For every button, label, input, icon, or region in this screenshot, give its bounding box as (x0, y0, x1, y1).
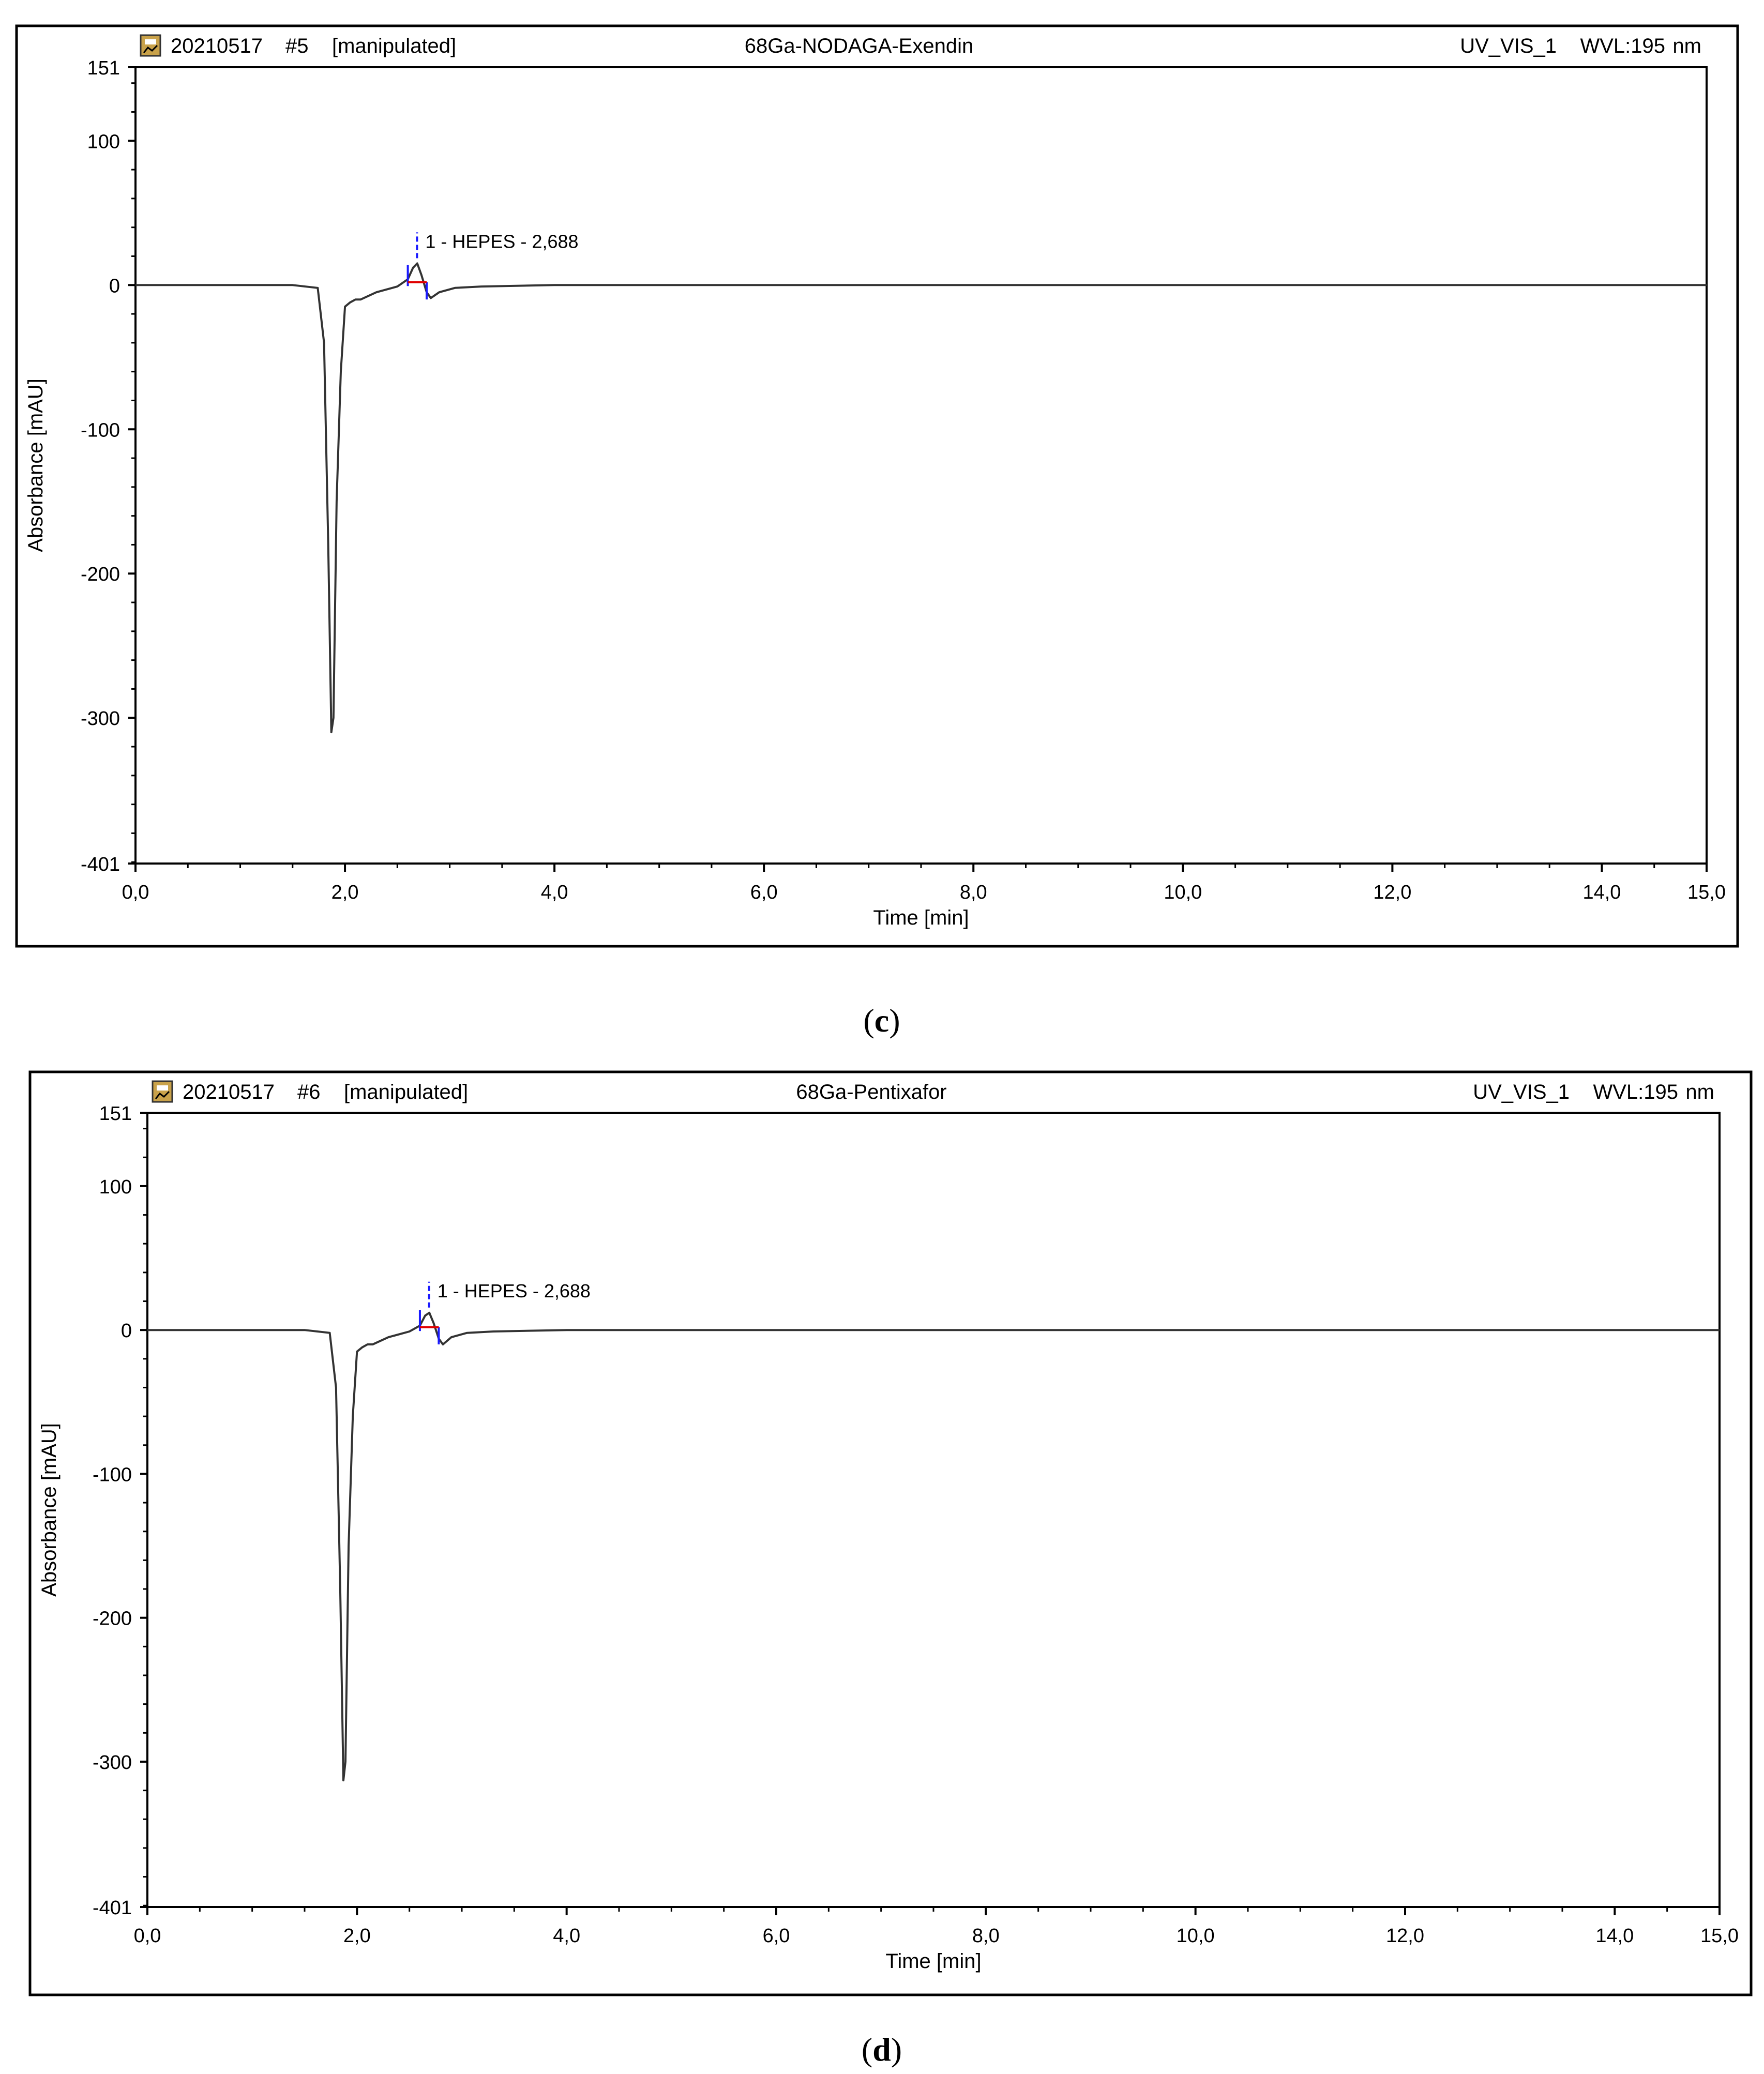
caption-letter: c (875, 1002, 889, 1039)
chart-panel-c: 20210517 #5 [manipulated] 68Ga-NODAGA-Exend… (15, 24, 1739, 1039)
y-tick-label: 100 (99, 1176, 132, 1198)
header-channel: UV_VIS_1 (1460, 35, 1557, 57)
x-axis-label: Time [min] (885, 1950, 981, 1973)
header-sample-no: #5 (285, 35, 309, 57)
x-tick-label: 0,0 (134, 1925, 161, 1947)
x-tick-label: 4,0 (541, 882, 568, 903)
x-tick-label: 6,0 (750, 882, 778, 903)
x-tick-label: 6,0 (763, 1925, 790, 1947)
x-tick-label: 2,0 (331, 882, 359, 903)
icon-label-strip (157, 1085, 168, 1091)
y-tick-label: -401 (81, 854, 120, 875)
x-axis-label: Time [min] (873, 906, 969, 929)
x-tick-label: 2,0 (343, 1925, 371, 1947)
header-wavelength: WVL:195 (1593, 1081, 1678, 1103)
x-tick-label: 4,0 (553, 1925, 580, 1947)
y-tick-label: 0 (109, 275, 120, 297)
caption-close-paren: ) (889, 1002, 900, 1039)
peak-label: 1 - HEPES - 2,688 (438, 1280, 591, 1301)
y-axis-label: Absorbance [mAU] (38, 1423, 61, 1597)
y-tick-label: -300 (93, 1752, 132, 1774)
y-tick-label: 151 (87, 57, 120, 79)
plot-area (134, 66, 1708, 865)
icon-trace (143, 44, 158, 53)
y-tick-label: 100 (87, 131, 120, 153)
header-wavelength-unit: nm (1672, 35, 1701, 57)
series-line (147, 1311, 1720, 1782)
y-axis-label: Absorbance [mAU] (24, 379, 47, 552)
y-tick-label: -300 (81, 708, 120, 730)
y-tick-label: 151 (99, 1103, 132, 1125)
header-status: [manipulated] (344, 1081, 468, 1103)
panel-frame (28, 1070, 1753, 1996)
header-status: [manipulated] (332, 35, 456, 57)
x-tick-label: 14,0 (1582, 882, 1621, 903)
x-tick-label: 15,0 (1687, 882, 1726, 903)
panel-caption: (c) (863, 1002, 900, 1039)
x-tick-label: 15,0 (1700, 1925, 1739, 1947)
x-tick-label: 10,0 (1164, 882, 1202, 903)
icon-body (140, 34, 161, 57)
y-tick-label: -200 (93, 1608, 132, 1630)
header-sample-no: #6 (297, 1081, 321, 1103)
chromatogram-file-icon (152, 1080, 173, 1103)
header-title: 68Ga-NODAGA-Exendin (745, 35, 973, 57)
y-tick-label: -100 (81, 419, 120, 441)
header-channel: UV_VIS_1 (1473, 1081, 1570, 1103)
y-tick-label: -401 (93, 1897, 132, 1919)
header-run-id: 20210517 (171, 35, 263, 57)
series-line (135, 262, 1707, 734)
icon-trace (155, 1091, 170, 1099)
icon-label-strip (145, 39, 156, 44)
x-tick-label: 12,0 (1386, 1925, 1424, 1947)
header-title: 68Ga-Pentixafor (796, 1081, 946, 1103)
caption-open-paren: ( (863, 1002, 874, 1039)
x-tick-label: 0,0 (122, 882, 149, 903)
chromatogram-file-icon (140, 34, 161, 57)
plot-area (146, 1112, 1721, 1908)
panel-caption: (d) (862, 2031, 902, 2068)
header-wavelength-unit: nm (1685, 1081, 1714, 1103)
x-tick-label: 8,0 (972, 1925, 1000, 1947)
y-tick-label: -100 (93, 1464, 132, 1486)
y-tick-label: -200 (81, 564, 120, 585)
header-wavelength: WVL:195 (1580, 35, 1665, 57)
header-run-id: 20210517 (183, 1081, 275, 1103)
x-tick-label: 8,0 (960, 882, 987, 903)
caption-letter: d (872, 2031, 891, 2068)
chart-panel-d: 20210517 #6 [manipulated] 68Ga-Pentixafor nm… (28, 1070, 1753, 2068)
x-tick-label: 14,0 (1595, 1925, 1634, 1947)
caption-close-paren: ) (891, 2031, 902, 2068)
peak-label: 1 - HEPES - 2,688 (425, 231, 578, 252)
x-tick-label: 10,0 (1177, 1925, 1215, 1947)
x-tick-label: 12,0 (1373, 882, 1411, 903)
caption-open-paren: ( (862, 2031, 872, 2068)
panel-frame (15, 24, 1739, 948)
y-tick-label: 0 (121, 1320, 132, 1342)
icon-body (152, 1080, 173, 1103)
